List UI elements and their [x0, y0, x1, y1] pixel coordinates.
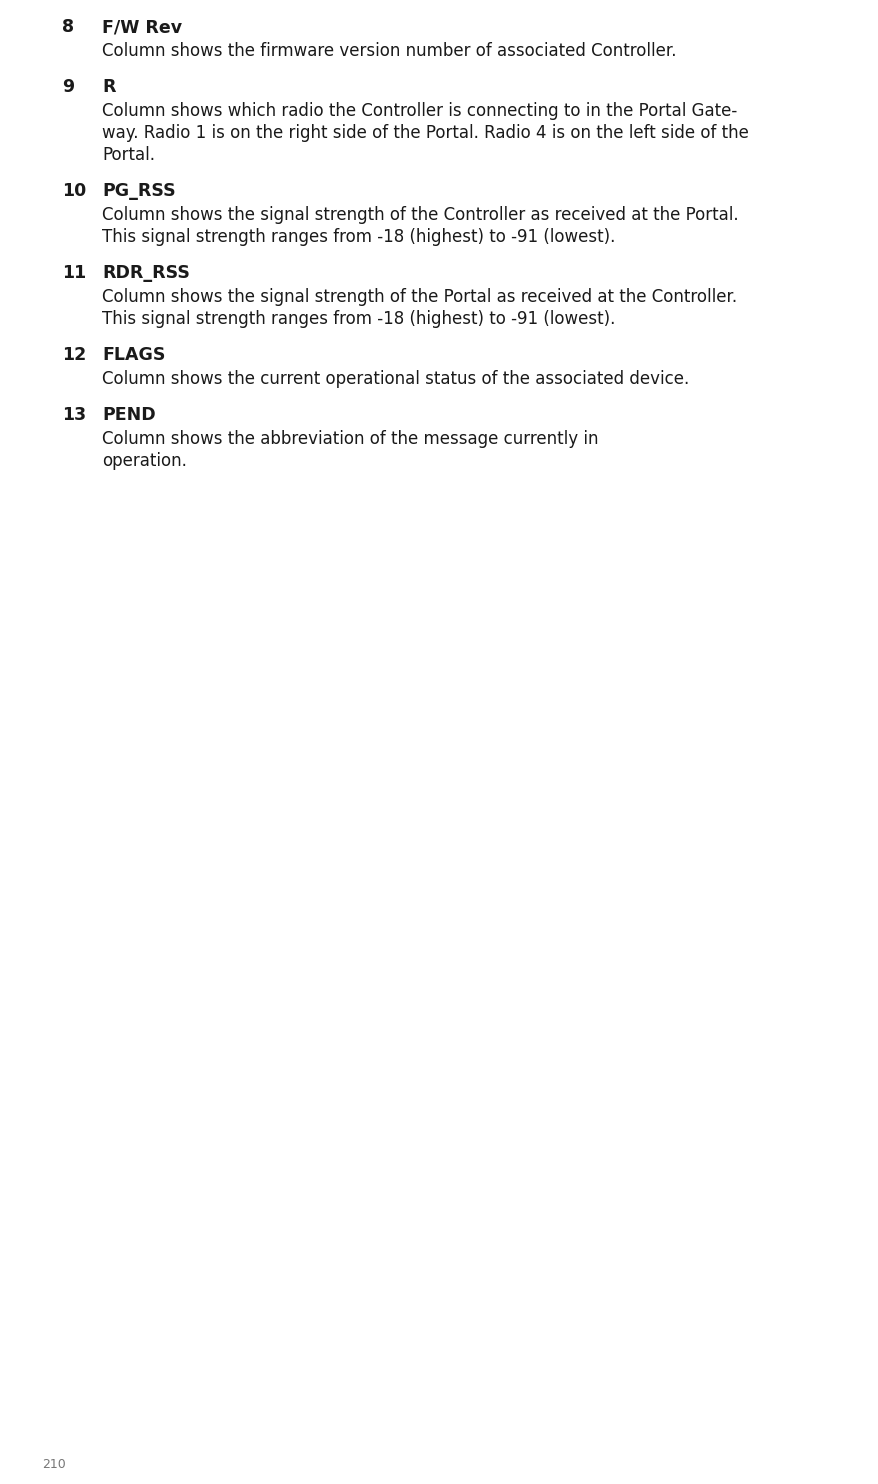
Text: 12: 12	[62, 346, 86, 364]
Text: Column shows the signal strength of the Controller as received at the Portal.: Column shows the signal strength of the …	[102, 206, 738, 224]
Text: Column shows the current operational status of the associated device.: Column shows the current operational sta…	[102, 370, 688, 387]
Text: F/W Rev: F/W Rev	[102, 18, 182, 36]
Text: 10: 10	[62, 183, 86, 200]
Text: operation.: operation.	[102, 453, 187, 470]
Text: PG_RSS: PG_RSS	[102, 183, 176, 200]
Text: R: R	[102, 79, 115, 96]
Text: Portal.: Portal.	[102, 145, 155, 165]
Text: 13: 13	[62, 407, 86, 424]
Text: 210: 210	[42, 1457, 66, 1471]
Text: Column shows the abbreviation of the message currently in: Column shows the abbreviation of the mes…	[102, 430, 598, 448]
Text: This signal strength ranges from -18 (highest) to -91 (lowest).: This signal strength ranges from -18 (hi…	[102, 229, 615, 246]
Text: Column shows which radio the Controller is connecting to in the Portal Gate-: Column shows which radio the Controller …	[102, 102, 737, 120]
Text: FLAGS: FLAGS	[102, 346, 165, 364]
Text: RDR_RSS: RDR_RSS	[102, 264, 190, 282]
Text: way. Radio 1 is on the right side of the Portal. Radio 4 is on the left side of : way. Radio 1 is on the right side of the…	[102, 125, 748, 142]
Text: 11: 11	[62, 264, 86, 282]
Text: Column shows the signal strength of the Portal as received at the Controller.: Column shows the signal strength of the …	[102, 288, 737, 306]
Text: PEND: PEND	[102, 407, 155, 424]
Text: 9: 9	[62, 79, 74, 96]
Text: This signal strength ranges from -18 (highest) to -91 (lowest).: This signal strength ranges from -18 (hi…	[102, 310, 615, 328]
Text: Column shows the firmware version number of associated Controller.: Column shows the firmware version number…	[102, 42, 676, 59]
Text: 8: 8	[62, 18, 74, 36]
